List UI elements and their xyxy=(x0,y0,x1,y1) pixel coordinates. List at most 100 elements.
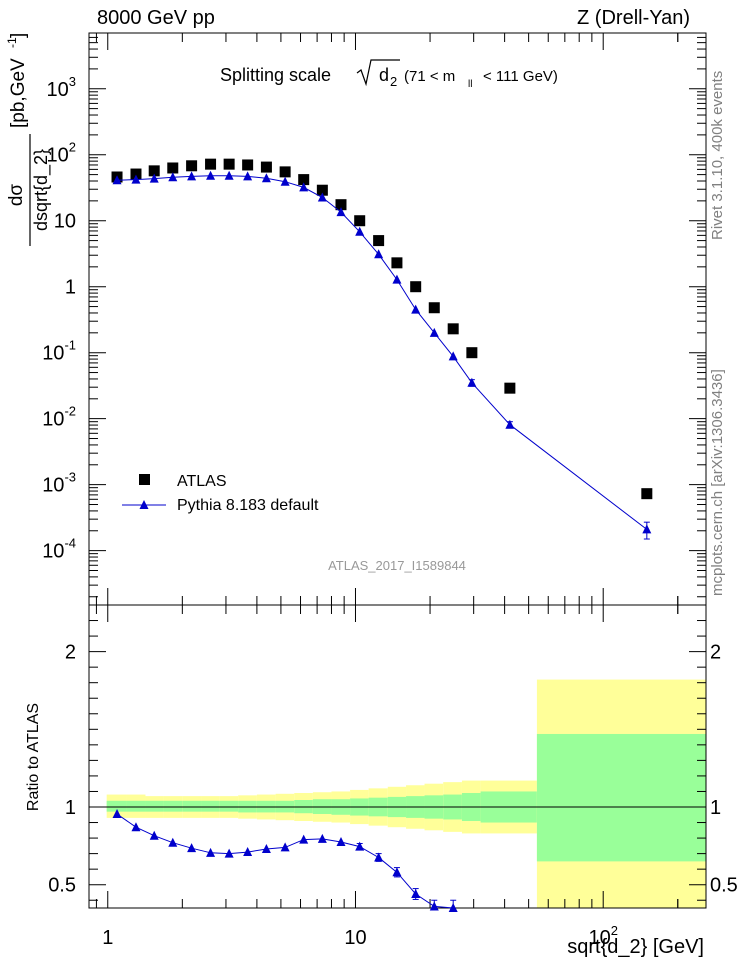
ratio-data-point xyxy=(429,901,439,911)
pythia-data-point xyxy=(467,377,477,387)
ratio-y-tick-label-right: 2 xyxy=(710,642,721,664)
pythia-data-point xyxy=(374,249,384,259)
ratio-y-tick-label-left: 1 xyxy=(65,797,76,819)
x-tick-label: 10 xyxy=(344,927,366,949)
atlas-data-point xyxy=(130,168,142,180)
pythia-data-point xyxy=(642,524,652,534)
atlas-data-point xyxy=(373,235,385,247)
ratio-panel-tick-labels: 0.5 0.5 1 1 2 2 xyxy=(48,642,738,897)
ratio-data-point xyxy=(149,830,159,840)
atlas-data-point xyxy=(279,166,291,178)
pythia-data-point xyxy=(448,351,458,361)
ratio-y-tick-label-left: 2 xyxy=(65,642,76,664)
ratio-data-point xyxy=(131,822,141,832)
atlas-data-point xyxy=(410,281,422,293)
analysis-id-label: ATLAS_2017_I1589844 xyxy=(328,558,466,573)
ratio-stat-uncertainty-band xyxy=(145,800,164,812)
ratio-data-point xyxy=(280,842,290,852)
ratio-y-tick-label-right: 0.5 xyxy=(710,875,738,897)
atlas-data-point xyxy=(504,382,516,394)
ratio-data-point xyxy=(448,903,458,912)
main-panel-tick-labels: 10-4 10-3 10-2 10-1 1 10 102 103 xyxy=(42,74,76,563)
main-y-label-units-close: ] xyxy=(8,33,29,38)
ratio-data-point xyxy=(317,833,327,843)
ratio-pythia-line xyxy=(116,813,454,909)
main-y-tick-label: 1 xyxy=(65,277,76,299)
ratio-stat-uncertainty-band xyxy=(182,800,202,812)
atlas-data-point xyxy=(260,161,272,173)
atlas-data-point xyxy=(354,215,366,227)
sqrt-symbol xyxy=(356,59,400,87)
pythia-data-point xyxy=(355,226,365,236)
main-y-tick-label: 10 xyxy=(54,211,76,233)
main-y-label-numerator: dσ xyxy=(6,184,27,207)
ratio-y-tick-label-left: 0.5 xyxy=(48,875,76,897)
x-axis-tick-labels: 1 10 102 xyxy=(102,923,618,949)
chart-title: Splitting scale xyxy=(220,65,331,85)
ratio-y-axis-label: Ratio to ATLAS xyxy=(25,703,42,811)
ratio-data-point xyxy=(411,889,421,899)
pythia-data-point xyxy=(243,171,253,181)
chart-title-cut-lo: (71 < m xyxy=(404,68,455,85)
pythia-data-point xyxy=(261,173,271,183)
atlas-data-point xyxy=(316,184,328,196)
x-axis-label: sqrt{d_2} [GeV] xyxy=(567,936,704,958)
ratio-panel-series xyxy=(112,808,458,912)
ratio-stat-uncertainty-band xyxy=(126,800,146,812)
ratio-data-point xyxy=(355,841,365,851)
legend: ATLAS Pythia 8.183 default xyxy=(122,473,319,514)
main-panel-ticks xyxy=(89,32,706,605)
chart-title-cut-sub: ll xyxy=(468,79,472,90)
chart-title-cut-hi: < 111 GeV) xyxy=(483,68,558,85)
main-y-label-units-exp: -1 xyxy=(5,37,19,48)
ratio-data-point xyxy=(243,847,253,857)
pythia-data-point xyxy=(280,176,290,186)
legend-pythia-marker xyxy=(139,500,149,509)
main-panel xyxy=(88,32,707,606)
pythia-line xyxy=(116,175,648,530)
main-y-tick-label: 10-3 xyxy=(42,470,76,497)
legend-atlas-label: ATLAS xyxy=(177,473,227,490)
atlas-data-point xyxy=(167,162,179,174)
atlas-data-point xyxy=(242,159,254,171)
main-y-tick-label: 10-2 xyxy=(42,404,76,431)
ratio-data-point xyxy=(261,843,271,853)
atlas-data-point xyxy=(223,158,235,170)
pythia-data-point xyxy=(411,304,421,314)
ratio-y-tick-label-right: 1 xyxy=(710,797,721,819)
chart-title-sqrt-arg: d xyxy=(379,65,389,85)
atlas-data-point xyxy=(298,174,310,186)
pythia-data-point xyxy=(336,207,346,217)
ratio-data-point xyxy=(374,852,384,862)
pythia-data-point xyxy=(317,192,327,202)
atlas-data-point xyxy=(641,488,653,500)
chart-title-sqrt-sub: 2 xyxy=(390,74,397,89)
header-right-label: Z (Drell-Yan) xyxy=(577,7,690,29)
ratio-data-point xyxy=(299,834,309,844)
ratio-data-point xyxy=(206,847,216,857)
main-y-tick-label: 10-4 xyxy=(42,536,76,563)
pythia-data-point xyxy=(187,171,197,181)
ratio-panel-frame xyxy=(88,604,707,909)
pythia-data-point xyxy=(149,173,159,183)
x-tick-label: 1 xyxy=(102,927,113,949)
pythia-data-point xyxy=(392,274,402,284)
ratio-stat-uncertainty-band xyxy=(201,800,220,812)
atlas-data-point xyxy=(466,347,478,359)
atlas-data-point xyxy=(428,302,440,314)
pythia-data-point xyxy=(131,174,141,184)
ratio-data-point xyxy=(224,848,234,858)
atlas-data-point xyxy=(205,158,217,170)
pythia-data-point xyxy=(299,182,309,192)
main-y-label-units: [pb,GeV xyxy=(8,58,29,128)
atlas-data-point xyxy=(186,160,198,172)
ratio-stat-uncertainty-band xyxy=(106,800,127,812)
pythia-data-point xyxy=(505,419,515,429)
pythia-data-point xyxy=(168,172,178,182)
ratio-data-point xyxy=(112,808,122,818)
pythia-data-point xyxy=(224,170,234,180)
ratio-stat-uncertainty-band xyxy=(163,800,183,812)
ratio-panel xyxy=(88,604,707,909)
pythia-data-point xyxy=(429,327,439,337)
